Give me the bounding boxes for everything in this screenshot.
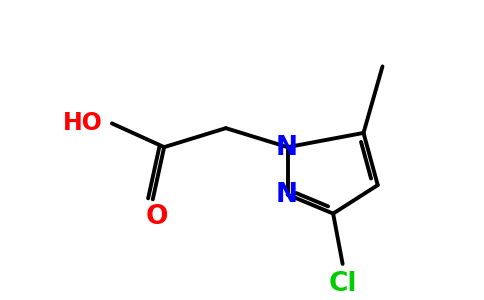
Text: O: O bbox=[145, 204, 168, 230]
Text: Cl: Cl bbox=[328, 272, 357, 298]
Text: N: N bbox=[275, 182, 298, 208]
Text: N: N bbox=[275, 135, 298, 161]
Text: HO: HO bbox=[62, 111, 103, 135]
